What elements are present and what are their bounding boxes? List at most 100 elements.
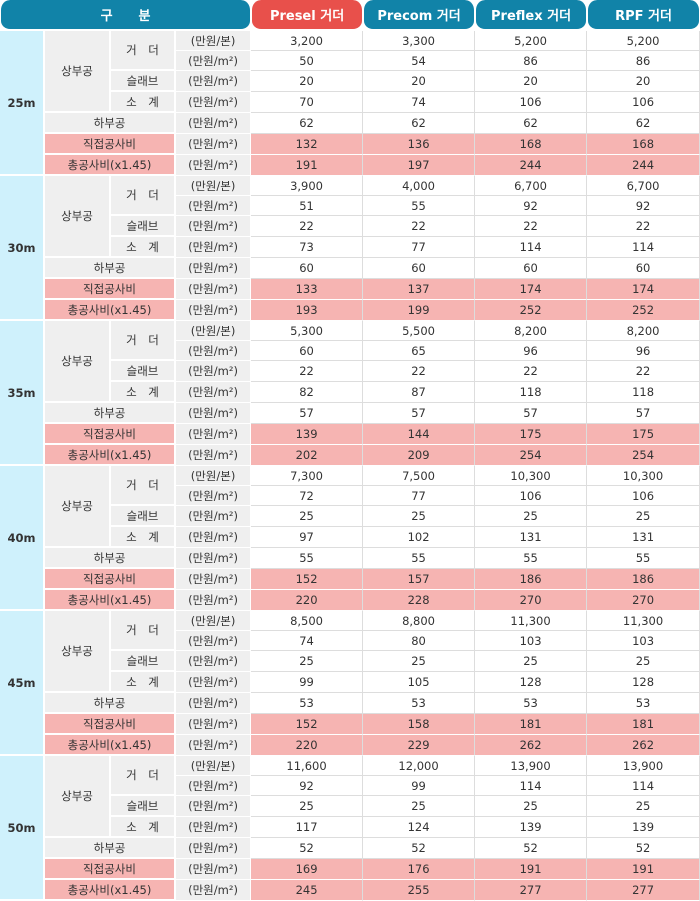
header-rpf: RPF 거더 (587, 0, 700, 31)
label-slab: 슬래브 (111, 506, 176, 527)
value-cell: 20 (363, 71, 476, 92)
label-subtotal: 소 계 (111, 672, 176, 693)
label-upper: 상부공 (45, 466, 111, 548)
label-girder: 거 더 (111, 321, 176, 361)
value-cell: 60 (251, 258, 364, 279)
value-cell: 25 (475, 796, 588, 817)
value-cell: 144 (363, 424, 476, 445)
unit-label: (만원/m²) (176, 631, 252, 651)
value-cell: 10,300 (475, 466, 588, 486)
label-total-cost: 총공사비(x1.45) (45, 735, 176, 756)
unit-label: (만원/m²) (176, 361, 252, 382)
label-slab: 슬래브 (111, 71, 176, 92)
label-lower: 하부공 (45, 838, 176, 859)
value-cell: 22 (251, 216, 364, 237)
value-cell: 22 (475, 216, 588, 237)
value-cell: 105 (363, 672, 476, 693)
value-cell: 270 (475, 590, 588, 611)
value-cell: 22 (475, 361, 588, 382)
value-cell: 106 (587, 92, 700, 113)
label-slab: 슬래브 (111, 796, 176, 817)
table-row: 총공사비(x1.45) (만원/m²) 202 209 254 254 (0, 445, 700, 466)
value-cell: 8,800 (363, 611, 476, 631)
unit-label: (만원/m²) (176, 672, 252, 693)
unit-label: (만원/m²) (176, 341, 252, 361)
value-cell: 25 (363, 651, 476, 672)
unit-label: (만원/m²) (176, 506, 252, 527)
table-row: 슬래브 (만원/m²) 22 22 22 22 (0, 216, 700, 237)
unit-label: (만원/m²) (176, 693, 252, 714)
value-cell: 92 (251, 776, 364, 796)
value-cell: 55 (363, 196, 476, 216)
label-direct-cost: 직접공사비 (45, 569, 176, 590)
value-cell: 62 (363, 113, 476, 134)
value-cell: 52 (587, 838, 700, 859)
unit-label: (만원/m²) (176, 590, 252, 611)
value-cell: 51 (251, 196, 364, 216)
value-cell: 131 (587, 527, 700, 548)
label-lower: 하부공 (45, 113, 176, 134)
value-cell: 106 (587, 486, 700, 506)
table-row: (만원/m²) 74 80 103 103 (0, 631, 700, 651)
value-cell: 209 (363, 445, 476, 466)
unit-label: (만원/m²) (176, 300, 252, 321)
value-cell: 80 (363, 631, 476, 651)
value-cell: 52 (363, 838, 476, 859)
table-row: 소 계 (만원/m²) 70 74 106 106 (0, 92, 700, 113)
unit-label: (만원/m²) (176, 735, 252, 756)
unit-label: (만원/m²) (176, 196, 252, 216)
value-cell: 193 (251, 300, 364, 321)
value-cell: 3,200 (251, 31, 364, 51)
value-cell: 228 (363, 590, 476, 611)
value-cell: 244 (475, 155, 588, 176)
value-cell: 220 (251, 735, 364, 756)
value-cell: 158 (363, 714, 476, 735)
table-row: 소 계 (만원/m²) 97 102 131 131 (0, 527, 700, 548)
value-cell: 124 (363, 817, 476, 838)
value-cell: 175 (475, 424, 588, 445)
value-cell: 175 (587, 424, 700, 445)
table-row: 하부공 (만원/m²) 57 57 57 57 (0, 403, 700, 424)
value-cell: 55 (251, 548, 364, 569)
value-cell: 22 (251, 361, 364, 382)
value-cell: 270 (587, 590, 700, 611)
unit-label: (만원/m²) (176, 134, 252, 155)
value-cell: 20 (475, 71, 588, 92)
label-girder: 거 더 (111, 31, 176, 71)
value-cell: 106 (475, 92, 588, 113)
value-cell: 92 (587, 196, 700, 216)
value-cell: 220 (251, 590, 364, 611)
value-cell: 5,200 (475, 31, 588, 51)
table-row: (만원/m²) 72 77 106 106 (0, 486, 700, 506)
label-upper: 상부공 (45, 756, 111, 838)
value-cell: 262 (587, 735, 700, 756)
label-total-cost: 총공사비(x1.45) (45, 880, 176, 901)
value-cell: 5,500 (363, 321, 476, 341)
value-cell: 25 (251, 506, 364, 527)
table-row: 50m 상부공 거 더 (만원/본) 11,600 12,000 13,900 13,900 (0, 756, 700, 901)
value-cell: 152 (251, 714, 364, 735)
span-length: 25m (0, 31, 45, 176)
label-total-cost: 총공사비(x1.45) (45, 445, 176, 466)
value-cell: 114 (587, 776, 700, 796)
label-lower: 하부공 (45, 403, 176, 424)
value-cell: 86 (475, 51, 588, 71)
unit-label: (만원/본) (176, 321, 252, 341)
label-lower: 하부공 (45, 693, 176, 714)
table-row: 하부공 (만원/m²) 55 55 55 55 (0, 548, 700, 569)
unit-label: (만원/m²) (176, 279, 252, 300)
value-cell: 7,300 (251, 466, 364, 486)
value-cell: 262 (475, 735, 588, 756)
value-cell: 197 (363, 155, 476, 176)
unit-label: (만원/m²) (176, 51, 252, 71)
table-row: 소 계 (만원/m²) 73 77 114 114 (0, 237, 700, 258)
label-subtotal: 소 계 (111, 382, 176, 403)
value-cell: 199 (363, 300, 476, 321)
label-subtotal: 소 계 (111, 817, 176, 838)
value-cell: 92 (475, 196, 588, 216)
unit-label: (만원/m²) (176, 651, 252, 672)
table-row: 총공사비(x1.45) (만원/m²) 245 255 277 277 (0, 880, 700, 901)
table-row: 하부공 (만원/m²) 52 52 52 52 (0, 838, 700, 859)
value-cell: 74 (363, 92, 476, 113)
label-upper: 상부공 (45, 321, 111, 403)
